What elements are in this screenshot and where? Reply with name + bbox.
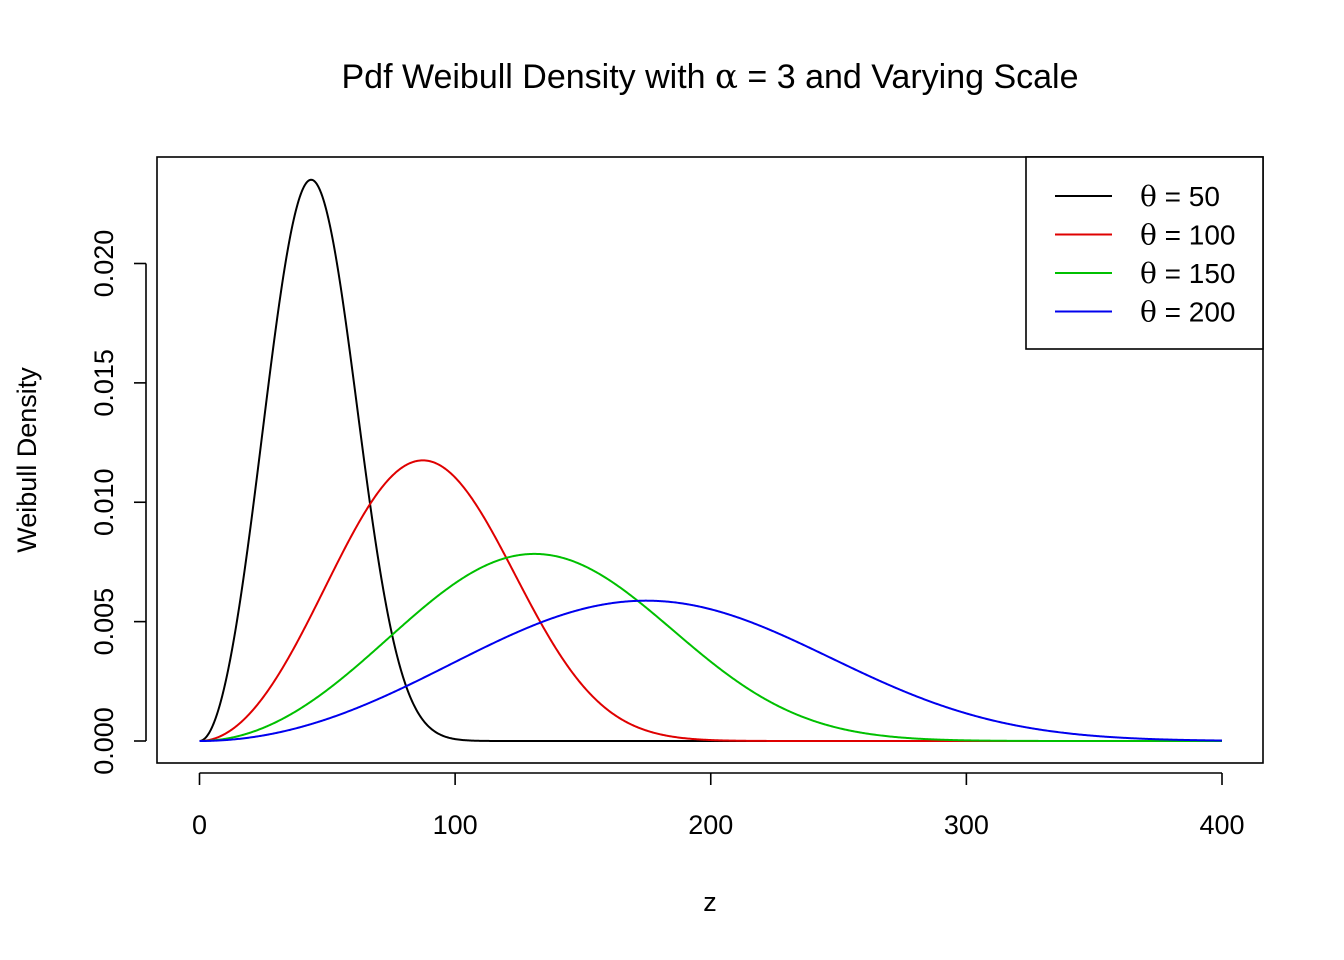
legend-label: θ = 50 <box>1140 180 1220 213</box>
series-line-3 <box>199 599 1223 742</box>
legend-symbol: θ <box>1140 296 1157 329</box>
x-tick-label: 200 <box>688 810 733 840</box>
x-axis: 0 100 200 300 400 <box>192 772 1245 840</box>
chart-title: Pdf Weibull Density with α = 3 and Varyi… <box>341 57 1078 97</box>
chart-title-prefix: Pdf Weibull Density with <box>341 58 715 96</box>
y-axis-title: Weibull Density <box>12 367 42 553</box>
legend-value: = 200 <box>1157 297 1236 328</box>
legend-label: θ = 200 <box>1140 296 1236 329</box>
legend-value: = 50 <box>1157 181 1220 212</box>
legend-label: θ = 100 <box>1140 219 1236 252</box>
y-tick-label: 0.020 <box>89 230 119 298</box>
plot-frame <box>156 156 1264 764</box>
y-tick-label: 0.015 <box>89 349 119 417</box>
legend-label: θ = 150 <box>1140 257 1236 290</box>
x-axis-title: z <box>703 887 717 917</box>
y-tick-label: 0.000 <box>89 707 119 775</box>
y-tick-label: 0.005 <box>89 588 119 656</box>
legend-value: = 100 <box>1157 220 1236 251</box>
legend-box <box>1025 156 1264 350</box>
x-tick-label: 100 <box>433 810 478 840</box>
y-tick-label: 0.010 <box>89 468 119 536</box>
legend-symbol: θ <box>1140 257 1157 290</box>
x-tick-label: 300 <box>944 810 989 840</box>
chart-title-suffix: = 3 and Varying Scale <box>738 58 1079 96</box>
x-tick-label: 400 <box>1199 810 1244 840</box>
x-tick-label: 0 <box>192 810 207 840</box>
y-axis: 0.000 0.005 0.010 0.015 0.020 <box>89 230 147 775</box>
legend-symbol: θ <box>1140 180 1157 213</box>
chart-title-symbol: α <box>715 57 738 97</box>
legend-symbol: θ <box>1140 219 1157 252</box>
legend-value: = 150 <box>1157 258 1236 289</box>
series-lines <box>199 178 1223 742</box>
series-line-2 <box>199 552 1222 742</box>
series-line-1 <box>199 459 1222 742</box>
